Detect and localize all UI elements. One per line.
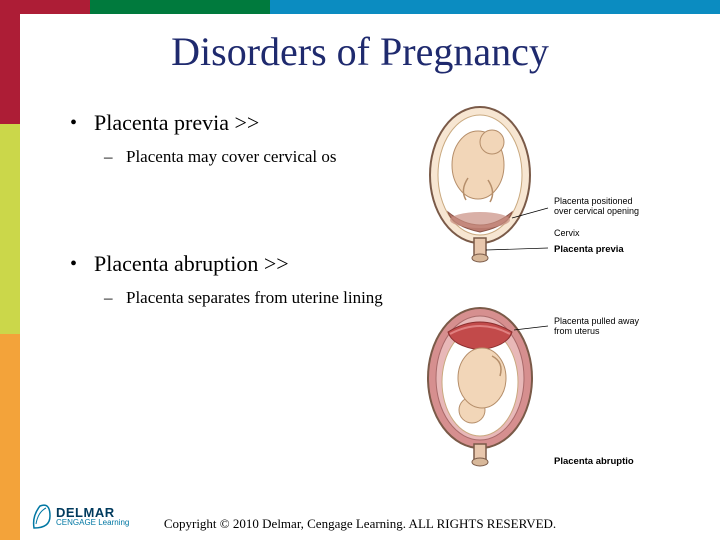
stripe-green	[90, 0, 270, 14]
bullet-sub-text: Placenta may cover cervical os	[126, 146, 337, 167]
dash-icon: –	[104, 287, 118, 308]
bullet-main-text: Placenta abruption >>	[94, 251, 289, 277]
bullet-section-2: • Placenta abruption >> – Placenta separ…	[70, 251, 410, 308]
slide-title: Disorders of Pregnancy	[0, 28, 720, 75]
copyright-footer: Copyright © 2010 Delmar, Cengage Learnin…	[0, 516, 720, 532]
diagram-previa-icon	[420, 100, 550, 270]
figure-placenta-previa: Placenta positioned over cervical openin…	[420, 100, 649, 270]
bullet-main-1: • Placenta previa >>	[70, 110, 410, 136]
leftcol-orange	[0, 334, 20, 540]
top-accent-stripe	[0, 0, 720, 14]
figure-labels: Placenta positioned over cervical openin…	[554, 100, 649, 255]
bullet-main-2: • Placenta abruption >>	[70, 251, 410, 277]
content-area: • Placenta previa >> – Placenta may cove…	[70, 110, 410, 309]
bullet-section-1: • Placenta previa >> – Placenta may cove…	[70, 110, 410, 167]
diagram-abruptio-icon	[420, 300, 550, 470]
bullet-sub-1: – Placenta may cover cervical os	[104, 146, 410, 167]
stripe-blue	[270, 0, 720, 14]
figure-label: Placenta positioned over cervical openin…	[554, 196, 649, 216]
bullet-dot-icon: •	[70, 251, 84, 277]
figure-label: Placenta pulled away from uterus	[554, 316, 649, 336]
figure-label: Cervix	[554, 228, 649, 238]
stripe-red	[0, 0, 90, 14]
bullet-sub-text: Placenta separates from uterine lining	[126, 287, 383, 308]
figure-placenta-abruptio: Placenta pulled away from uterus Placent…	[420, 300, 649, 470]
bullet-sub-2: – Placenta separates from uterine lining	[104, 287, 410, 308]
figure-caption: Placenta abruptio	[554, 456, 649, 467]
dash-icon: –	[104, 146, 118, 167]
figure-labels: Placenta pulled away from uterus Placent…	[554, 300, 649, 467]
bullet-main-text: Placenta previa >>	[94, 110, 259, 136]
figure-caption: Placenta previa	[554, 244, 649, 255]
left-accent-column	[0, 14, 20, 540]
leftcol-lime	[0, 124, 20, 334]
bullet-dot-icon: •	[70, 110, 84, 136]
